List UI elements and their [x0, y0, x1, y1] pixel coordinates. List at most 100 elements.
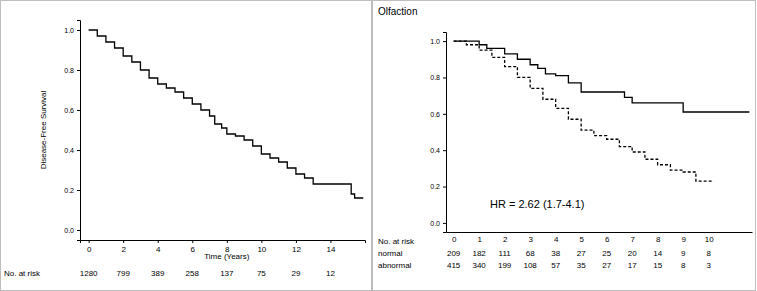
y-axis-line	[77, 21, 81, 241]
panel-frame	[1, 1, 372, 291]
y-tick: 0.6	[64, 107, 80, 114]
x-tick-label: 1	[477, 235, 482, 244]
y-tick-mark	[443, 223, 446, 224]
at-risk-table: No. at risk1280799389258137752912	[4, 269, 335, 278]
x-tick: 6	[191, 240, 196, 254]
at-risk-count: 3	[706, 261, 711, 270]
hazard-ratio: HR = 2.62 (1.7-4.1)	[490, 198, 584, 210]
x-tick: 3	[528, 232, 533, 244]
at-risk-count: 68	[526, 249, 535, 258]
x-tick: 10	[705, 232, 714, 244]
at-risk-count: 27	[602, 261, 611, 270]
x-tick-mark	[192, 240, 193, 243]
x-tick-mark	[123, 240, 124, 243]
x-tick-label: 2	[121, 245, 126, 254]
x-tick-mark	[261, 240, 262, 243]
y-axis: 0.0 0.2 0.4 0.6 0.8 1.0	[430, 33, 446, 233]
x-tick-mark	[296, 240, 297, 243]
x-tick: 6	[605, 232, 610, 244]
x-tick-label: 12	[292, 245, 301, 254]
y-tick-label: 0.8	[430, 74, 440, 81]
y-tick-mark	[77, 70, 80, 71]
panel-frame	[373, 1, 756, 291]
at-risk-count: 20	[628, 249, 637, 258]
at-risk-count: 199	[498, 261, 512, 270]
figure: 0.00.20.40.60.81.002468101214Disease-Fre…	[0, 0, 757, 291]
survival-curve	[89, 30, 364, 198]
y-tick-label: 1.0	[64, 27, 74, 34]
survival-curve	[454, 41, 714, 181]
at-risk-row-name: normal	[378, 249, 403, 258]
y-tick-mark	[77, 110, 80, 111]
y-axis: 0.00.20.40.60.81.0	[64, 21, 80, 241]
at-risk-count: 27	[577, 249, 586, 258]
at-risk-count: 25	[602, 249, 611, 258]
y-axis-line	[443, 33, 447, 233]
x-tick: 9	[681, 232, 686, 244]
x-tick: 1	[477, 232, 482, 244]
x-tick-mark	[330, 240, 331, 243]
y-tick: 0.8	[430, 74, 446, 81]
at-risk-count: 209	[447, 249, 461, 258]
y-tick-label: 0.2	[430, 183, 440, 190]
survival-curve	[454, 41, 750, 112]
x-tick-label: 4	[156, 245, 161, 254]
x-tick: 10	[257, 240, 266, 254]
at-risk-count: 258	[186, 269, 200, 278]
chart-title: Olfaction	[378, 6, 417, 17]
at-risk-count: 29	[291, 269, 300, 278]
at-risk-count: 35	[577, 261, 586, 270]
x-tick-mark	[158, 240, 159, 243]
at-risk-title: No. at risk	[4, 269, 41, 278]
x-axis-line	[447, 232, 753, 233]
x-tick-label: 6	[191, 245, 196, 254]
at-risk-table: No. at risknormal20918211168382725201498…	[378, 237, 711, 270]
x-tick-mark	[89, 240, 90, 243]
at-risk-count: 8	[706, 249, 711, 258]
y-tick: 0.4	[64, 147, 80, 154]
y-tick: 1.0	[64, 27, 80, 34]
y-tick-label: 0.0	[430, 220, 440, 227]
x-axis-line	[81, 241, 366, 244]
y-axis-title: Disease-Free Survival	[39, 90, 48, 169]
x-tick-label: 0	[87, 245, 92, 254]
at-risk-count: 137	[220, 269, 234, 278]
y-tick-mark	[443, 150, 446, 151]
at-risk-count: 108	[523, 261, 537, 270]
x-axis: 012345678910	[447, 232, 753, 244]
y-tick-label: 0.4	[64, 147, 74, 154]
x-tick-label: 2	[503, 235, 508, 244]
y-tick: 0.4	[430, 147, 446, 154]
at-risk-count: 17	[628, 261, 637, 270]
x-tick-mark	[227, 240, 228, 243]
y-tick: 0.6	[430, 111, 446, 118]
y-tick: 1.0	[430, 38, 446, 45]
y-tick: 0.2	[430, 183, 446, 190]
y-tick: 0.0	[64, 227, 80, 234]
x-tick: 0	[87, 240, 92, 254]
x-tick: 2	[121, 240, 126, 254]
x-tick: 8	[656, 232, 661, 244]
at-risk-row-name: abnormal	[378, 261, 412, 270]
y-tick-mark	[77, 230, 80, 231]
at-risk-count: 9	[681, 249, 686, 258]
x-tick: 14	[327, 240, 336, 254]
x-tick: 7	[630, 232, 635, 244]
y-tick-mark	[443, 77, 446, 78]
at-risk-title: No. at risk	[378, 237, 415, 246]
x-tick: 2	[503, 232, 508, 244]
x-axis-title: Time (Years)	[204, 252, 250, 261]
y-tick-label: 0.0	[64, 227, 74, 234]
at-risk-count: 340	[472, 261, 486, 270]
at-risk-count: 38	[551, 249, 560, 258]
y-tick-mark	[443, 41, 446, 42]
x-tick-label: 8	[656, 235, 661, 244]
at-risk-count: 415	[447, 261, 461, 270]
x-tick-label: 10	[257, 245, 266, 254]
x-tick-label: 7	[630, 235, 635, 244]
x-tick-label: 9	[681, 235, 686, 244]
panel: 0.00.20.40.60.81.0012345678910OlfactionH…	[373, 1, 756, 291]
x-tick-label: 10	[705, 235, 714, 244]
y-tick-mark	[77, 30, 80, 31]
x-tick: 0	[452, 232, 457, 244]
